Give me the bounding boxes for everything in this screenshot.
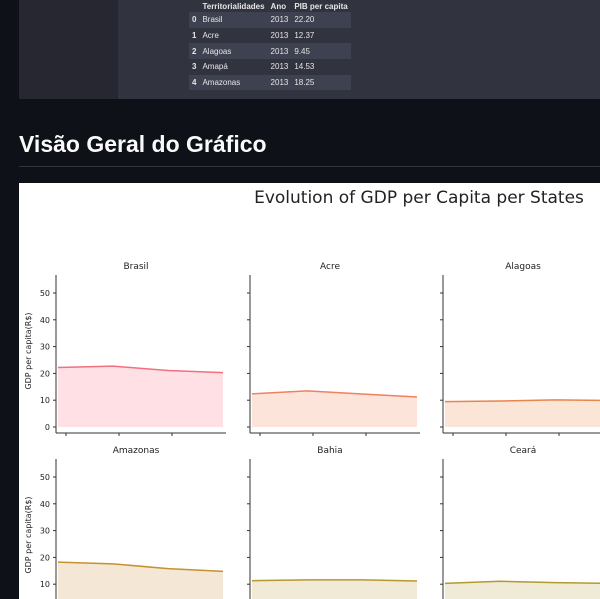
chart-title: Evolution of GDP per Capita per States <box>254 188 584 208</box>
table-cell: 2013 <box>270 78 289 88</box>
series-area <box>445 399 600 427</box>
row-index: 4 <box>192 78 197 88</box>
series-area <box>58 562 223 599</box>
table-cell: 18.25 <box>294 78 315 88</box>
series-line <box>57 561 224 573</box>
panel-title: Acre <box>320 262 340 272</box>
table-cell: 12.37 <box>294 31 315 41</box>
table-cell: 22.20 <box>294 15 315 25</box>
table-cell: Amapá <box>202 62 228 72</box>
table-cell: 2013 <box>270 62 289 72</box>
y-tick-label: 10 <box>40 580 50 589</box>
chart-area: Evolution of GDP per Capita per States Br… <box>19 183 600 599</box>
series-area <box>445 581 600 599</box>
row-index: 3 <box>192 62 197 72</box>
y-axis-label: GDP per capita(R$) <box>24 312 33 389</box>
y-tick-label: 40 <box>40 316 50 325</box>
table-cell: Acre <box>202 31 219 41</box>
series-area <box>252 579 417 599</box>
y-axis-label: GDP per capita(R$) <box>24 496 33 573</box>
series-line <box>444 580 600 585</box>
series-area <box>58 366 223 427</box>
row-index: 1 <box>192 31 197 41</box>
dataframe-table: Territorialidades Ano PIB per capita 0 B… <box>189 0 351 91</box>
table-cell: 2013 <box>270 15 289 25</box>
y-tick-label: 40 <box>40 500 50 509</box>
y-tick-label: 10 <box>40 396 50 405</box>
y-tick-label: 20 <box>40 553 50 562</box>
dataframe-panel: Territorialidades Ano PIB per capita 0 B… <box>19 0 600 99</box>
column-header[interactable]: Territorialidades <box>202 1 265 11</box>
section-title: Visão Geral do Gráfico <box>19 131 267 157</box>
panel-title: Brasil <box>123 262 148 272</box>
dataframe-container <box>118 0 600 99</box>
y-tick-label: 50 <box>40 473 50 482</box>
row-index: 0 <box>192 15 197 25</box>
series-area <box>252 390 417 427</box>
table-row: 0 Brasil 2013 22.20 <box>189 12 351 28</box>
table-cell: 9.45 <box>294 46 310 56</box>
panel-title: Bahia <box>317 446 342 456</box>
column-header[interactable]: Ano <box>270 1 287 11</box>
table-cell: 2013 <box>270 31 289 41</box>
panel-title: Ceará <box>510 446 537 456</box>
index-header <box>189 0 199 12</box>
y-tick-label: 50 <box>40 289 50 298</box>
y-tick-label: 0 <box>45 423 50 432</box>
table-row: 1 Acre 2013 12.37 <box>189 27 351 44</box>
table-row: 3 Amapá 2013 14.53 <box>189 59 351 75</box>
table-cell: Alagoas <box>202 46 232 56</box>
table-cell: Amazonas <box>202 78 241 88</box>
panel-title: Alagoas <box>505 262 541 272</box>
table-row: 2 Alagoas 2013 9.45 <box>189 43 351 60</box>
y-tick-label: 30 <box>40 343 50 352</box>
table-cell: 14.53 <box>294 62 315 72</box>
table-cell: Brasil <box>202 15 223 25</box>
series-line <box>251 579 418 582</box>
table-row: 4 Amazonas 2013 18.25 <box>189 74 351 91</box>
y-tick-label: 20 <box>40 369 50 378</box>
section-divider <box>19 166 600 167</box>
table-cell: 2013 <box>270 46 289 56</box>
facet-chart: Evolution of GDP per Capita per States Br… <box>24 188 600 599</box>
panel-title: Amazonas <box>113 446 160 456</box>
y-tick-label: 30 <box>40 527 50 536</box>
series-line <box>444 399 600 403</box>
series-line <box>57 365 224 374</box>
series-line <box>251 390 418 398</box>
table-header-row: Territorialidades Ano PIB per capita <box>189 0 351 12</box>
row-index: 2 <box>192 46 197 56</box>
column-header[interactable]: PIB per capita <box>294 1 348 11</box>
